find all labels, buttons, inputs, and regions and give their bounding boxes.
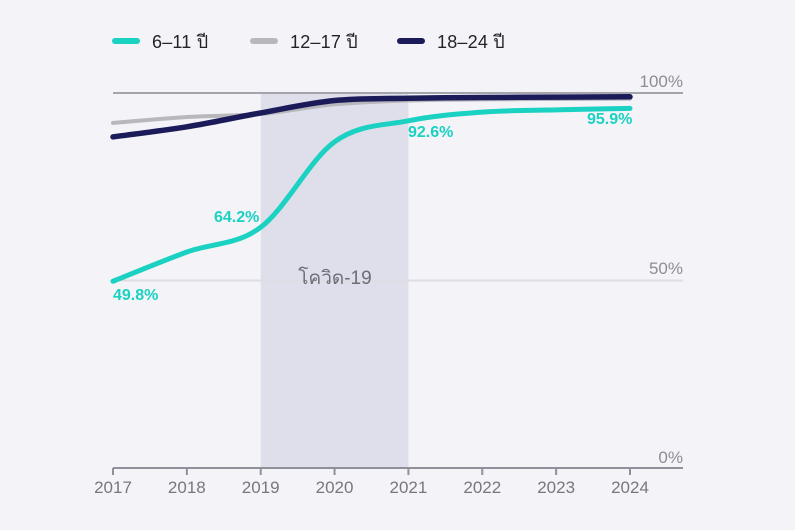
legend-label-6-11: 6–11 ปี [152, 31, 209, 52]
legend-label-12-17: 12–17 ปี [290, 31, 358, 52]
x-ticks [112, 468, 631, 475]
year-label-2023: 2023 [537, 478, 576, 497]
year-label-2018: 2018 [167, 478, 206, 497]
legend-label-18-24: 18–24 ปี [437, 31, 505, 52]
legend-swatch-12-17-icon [250, 38, 278, 44]
ytick-100: 100% [639, 72, 683, 91]
ytick-50: 50% [648, 259, 683, 278]
year-label-2024: 2024 [611, 478, 649, 497]
covid-region-label: โควิด-19 [298, 268, 372, 289]
data-label-2017: 49.8% [113, 287, 159, 304]
data-label-2021: 92.6% [408, 124, 454, 141]
year-label-2019: 2019 [241, 478, 280, 497]
legend-item-6-11[interactable]: 6–11 ปี [112, 30, 208, 52]
year-label-2020: 2020 [315, 478, 354, 497]
legend-item-18-24[interactable]: 18–24 ปี [397, 30, 505, 52]
data-label-2019: 64.2% [214, 209, 260, 226]
line-6-11 [110, 105, 633, 284]
data-label-2024: 95.9% [587, 111, 633, 128]
year-label-2022: 2022 [463, 478, 502, 497]
legend-swatch-6-11-icon [112, 38, 140, 44]
legend-swatch-18-24-icon [397, 38, 425, 44]
ytick-0: 0% [658, 448, 683, 467]
year-label-2017: 2017 [94, 478, 132, 497]
legend-item-12-17[interactable]: 12–17 ปี [250, 30, 358, 52]
year-label-2021: 2021 [389, 478, 428, 497]
line-18-24 [110, 94, 633, 140]
